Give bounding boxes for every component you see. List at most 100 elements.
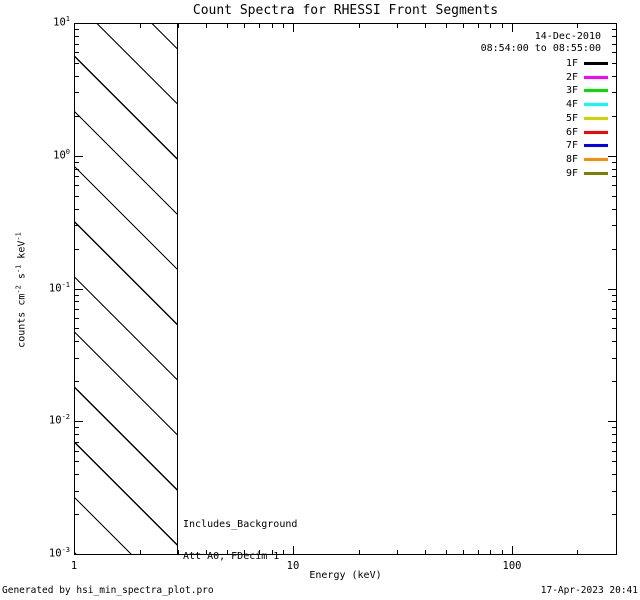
y-axis-tick-right: [612, 427, 616, 428]
y-tick-label-exponent: -3: [61, 546, 70, 554]
y-axis-tick: [75, 169, 79, 170]
x-axis-title: Energy (keV): [309, 570, 382, 581]
legend-label: 6F: [565, 126, 578, 138]
legend-color-swatch: [584, 171, 608, 175]
y-tick-label-base: 10: [48, 547, 62, 560]
legend-color-swatch: [584, 144, 608, 148]
y-axis-tick-right: [608, 289, 616, 290]
x-axis-tick-top: [227, 24, 228, 28]
y-axis-tick-right: [612, 434, 616, 435]
y-axis-title-sup: -1: [14, 264, 23, 274]
legend-label: 9F: [565, 167, 578, 179]
y-axis-tick-right: [612, 249, 616, 250]
x-axis-tick-top: [502, 24, 503, 28]
x-axis-tick: [577, 550, 578, 554]
legend-label: 8F: [565, 153, 578, 165]
plot-frame: [74, 23, 617, 555]
y-axis-tick: [75, 381, 79, 382]
y-axis-tick-right: [612, 309, 616, 310]
y-axis-tick-right: [612, 328, 616, 329]
y-axis-tick-right: [612, 76, 616, 77]
y-tick-label-exponent: -1: [61, 281, 70, 289]
y-axis-tick: [75, 92, 79, 93]
y-axis-tick-right: [612, 162, 616, 163]
y-axis-tick: [75, 116, 79, 117]
y-axis-tick-right: [612, 185, 616, 186]
legend-color-swatch: [584, 116, 608, 120]
y-axis-tick-right: [612, 301, 616, 302]
x-axis-tick: [397, 550, 398, 554]
y-tick-label-exponent: 1: [65, 15, 70, 23]
x-axis-tick-top: [259, 24, 260, 28]
y-axis-tick: [75, 196, 79, 197]
y-tick-label-base: 10: [48, 282, 62, 295]
x-axis-tick: [463, 550, 464, 554]
y-tick-label-base: 10: [53, 16, 66, 29]
attenuator-note: Att A0, FDecim 1: [183, 550, 280, 562]
y-axis-tick: [75, 427, 79, 428]
x-axis-tick-top: [359, 24, 360, 28]
legend-color-swatch: [584, 62, 608, 65]
x-axis-tick-top: [446, 24, 447, 28]
x-axis-tick: [502, 550, 503, 554]
legend-color-swatch: [584, 130, 608, 134]
y-axis-tick: [75, 52, 79, 53]
annotation-block: Includes_Background Att A0, FDecim 1: [183, 499, 297, 583]
x-axis-tick: [272, 550, 273, 554]
y-axis-tick-right: [612, 196, 616, 197]
x-axis-tick: [74, 546, 75, 554]
legend-color-swatch: [584, 89, 608, 93]
y-axis-title: counts cm-2 s-1 keV-1: [14, 232, 27, 348]
y-axis-tick-right: [612, 461, 616, 462]
y-axis-tick: [75, 328, 79, 329]
y-axis-tick: [75, 461, 79, 462]
y-axis-tick-right: [612, 381, 616, 382]
y-axis-tick-right: [612, 358, 616, 359]
x-axis-tick-top: [512, 24, 513, 32]
x-axis-tick: [178, 550, 179, 554]
y-tick-label-exponent: -2: [61, 413, 70, 421]
x-axis-tick: [227, 550, 228, 554]
legend-color-swatch: [584, 157, 608, 161]
y-axis-tick: [75, 209, 79, 210]
y-axis-tick: [75, 225, 79, 226]
x-axis-tick: [490, 550, 491, 554]
y-axis-title-text: keV: [16, 240, 28, 265]
y-axis-tick: [75, 358, 79, 359]
y-axis-tick: [75, 491, 79, 492]
x-axis-tick-top: [577, 24, 578, 28]
x-axis-tick: [478, 550, 479, 554]
y-tick-label-base: 10: [53, 149, 66, 162]
y-tick-label: 101: [53, 15, 70, 29]
y-axis-tick-right: [608, 554, 616, 555]
y-axis-tick: [75, 185, 79, 186]
y-axis-tick-right: [612, 451, 616, 452]
y-axis-title-sup: -2: [14, 285, 23, 294]
y-axis-tick-right: [612, 318, 616, 319]
y-axis-tick: [75, 23, 83, 24]
x-axis-tick-top: [244, 24, 245, 28]
y-axis-tick-right: [612, 225, 616, 226]
y-axis-tick-right: [612, 29, 616, 30]
observation-date: 14-Dec-2010: [534, 31, 601, 42]
y-axis-tick: [75, 434, 79, 435]
x-axis-tick-top: [490, 24, 491, 28]
y-axis-tick: [75, 249, 79, 250]
y-axis-tick-right: [612, 176, 616, 177]
x-tick-label: 1: [70, 560, 78, 572]
y-axis-tick-right: [612, 295, 616, 296]
legend-label: 5F: [565, 112, 578, 124]
observation-time-range: 08:54:00 to 08:55:00: [480, 43, 601, 54]
y-axis-tick: [75, 554, 83, 555]
y-tick-label-base: 10: [48, 414, 62, 427]
y-axis-tick-right: [612, 116, 616, 117]
y-axis-tick: [75, 76, 79, 77]
chart-title: Count Spectra for RHESSI Front Segments: [192, 3, 499, 18]
y-axis-tick: [75, 474, 79, 475]
y-axis-tick: [75, 421, 83, 422]
y-axis-tick: [75, 289, 83, 290]
y-axis-tick: [75, 36, 79, 37]
